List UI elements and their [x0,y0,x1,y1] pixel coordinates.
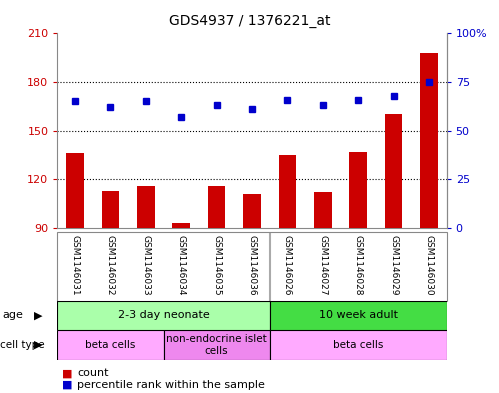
Bar [164,330,269,360]
Text: GSM1146031: GSM1146031 [70,235,79,295]
Bar [278,155,296,228]
Bar [349,152,367,228]
Text: ▶: ▶ [34,340,42,350]
Text: age: age [2,310,23,320]
Text: GSM1146033: GSM1146033 [141,235,150,295]
Bar [172,223,190,228]
Text: GSM1146034: GSM1146034 [177,235,186,295]
Text: ■: ■ [62,380,73,390]
Text: GSM1146027: GSM1146027 [318,235,327,295]
Text: 2-3 day neonate: 2-3 day neonate [118,310,210,320]
Bar [102,191,119,228]
Text: GSM1146028: GSM1146028 [354,235,363,295]
Bar [57,301,269,330]
Bar [314,192,332,228]
Text: beta cells: beta cells [85,340,136,350]
Bar [269,301,447,330]
Text: GSM1146029: GSM1146029 [389,235,398,295]
Bar [66,153,84,228]
Bar [137,186,155,228]
Text: 10 week adult: 10 week adult [319,310,398,320]
Text: cell type: cell type [0,340,45,350]
Text: GSM1146026: GSM1146026 [283,235,292,295]
Text: GSM1146032: GSM1146032 [106,235,115,295]
Text: count: count [77,368,109,378]
Text: percentile rank within the sample: percentile rank within the sample [77,380,265,390]
Text: non-endocrine islet
cells: non-endocrine islet cells [166,334,267,356]
Text: GDS4937 / 1376221_at: GDS4937 / 1376221_at [169,14,330,28]
Bar [208,186,226,228]
Text: ■: ■ [62,368,73,378]
Bar [243,194,261,228]
Text: GSM1146036: GSM1146036 [248,235,256,295]
Bar [269,330,447,360]
Text: GSM1146035: GSM1146035 [212,235,221,295]
Text: GSM1146030: GSM1146030 [425,235,434,295]
Text: beta cells: beta cells [333,340,383,350]
Text: ▶: ▶ [34,310,42,320]
Bar [385,114,402,228]
Bar [57,330,164,360]
Bar [420,53,438,228]
